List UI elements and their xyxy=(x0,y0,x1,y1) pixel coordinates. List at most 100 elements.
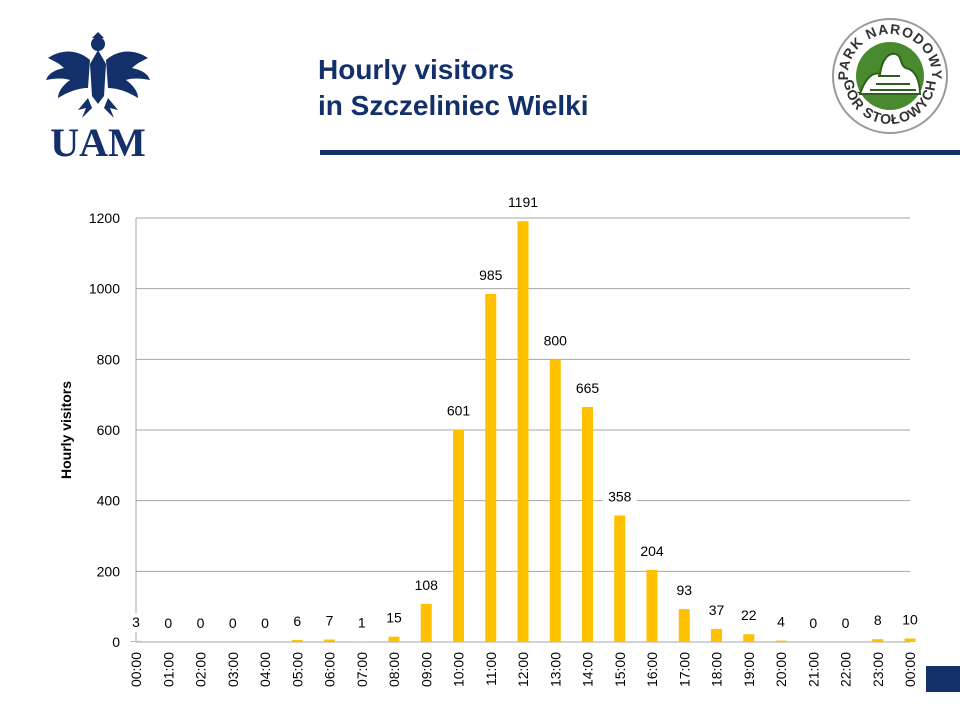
title-line-2: in Szczeliniec Wielki xyxy=(318,90,589,121)
bar xyxy=(420,603,432,642)
x-tick-label: 15:00 xyxy=(612,652,628,687)
y-tick-label: 400 xyxy=(97,493,121,509)
data-label-bg xyxy=(320,611,339,631)
bar xyxy=(485,293,497,642)
data-label-bg xyxy=(381,608,407,628)
bar xyxy=(130,640,142,642)
x-tick-label: 02:00 xyxy=(193,652,209,687)
bar xyxy=(872,639,884,642)
bar xyxy=(775,640,787,642)
x-tick-label: 21:00 xyxy=(805,652,821,687)
data-label: 0 xyxy=(809,615,817,631)
data-label: 4 xyxy=(777,614,785,630)
data-label-bg xyxy=(538,331,573,351)
uam-logo: UAM xyxy=(46,32,150,160)
title-line-1: Hourly visitors xyxy=(318,54,515,85)
data-label: 108 xyxy=(415,577,439,593)
data-label: 601 xyxy=(447,403,471,419)
x-tick-label: 00:00 xyxy=(128,652,144,687)
data-label: 3 xyxy=(132,614,140,630)
x-tick-label: 04:00 xyxy=(257,652,273,687)
x-tick-label: 17:00 xyxy=(676,652,692,687)
data-label-bg xyxy=(897,610,923,630)
x-tick-label: 11:00 xyxy=(483,652,499,686)
bar xyxy=(324,639,335,642)
data-label-bg xyxy=(735,606,762,626)
data-label-bg xyxy=(127,612,145,632)
data-label: 1 xyxy=(358,615,366,631)
data-label-bg xyxy=(256,614,274,633)
y-tick-label: 600 xyxy=(97,422,121,438)
bar xyxy=(453,429,464,642)
data-label: 0 xyxy=(197,615,205,631)
y-tick-label: 0 xyxy=(112,634,120,650)
data-label-bg xyxy=(288,611,307,631)
data-label: 6 xyxy=(293,613,301,629)
data-label-bg xyxy=(502,193,544,213)
data-label: 93 xyxy=(676,582,692,598)
x-tick-label: 10:00 xyxy=(451,652,467,687)
data-label: 358 xyxy=(608,489,632,505)
data-label-bg xyxy=(159,614,178,633)
data-label: 1191 xyxy=(508,194,538,210)
x-tick-label: 01:00 xyxy=(160,652,176,687)
data-label-bg xyxy=(804,614,823,633)
chart-bars xyxy=(130,221,916,642)
x-tick-label: 19:00 xyxy=(741,652,757,687)
chart-x-ticks: 00:00 01:00 02:00 03:00 04:00 05:00 06:00 07:00… xyxy=(128,652,918,687)
data-label-bg xyxy=(191,614,210,633)
data-label: 0 xyxy=(229,615,237,631)
bar xyxy=(646,569,658,642)
data-label: 15 xyxy=(386,610,402,626)
bar xyxy=(711,628,722,642)
x-tick-label: 09:00 xyxy=(418,652,434,687)
data-label-bg xyxy=(473,265,508,285)
page-title: Hourly visitors in Szczeliniec Wielki xyxy=(318,52,589,124)
data-label-bg xyxy=(635,541,669,561)
title-underline xyxy=(320,150,960,155)
data-label-bg xyxy=(836,614,855,633)
bar xyxy=(678,609,690,642)
data-label-bg xyxy=(352,613,371,633)
x-tick-label: 12:00 xyxy=(515,652,531,687)
data-label: 0 xyxy=(164,615,172,631)
y-tick-label: 1000 xyxy=(89,281,120,297)
data-label: 800 xyxy=(544,332,568,348)
x-tick-label: 08:00 xyxy=(386,652,402,687)
data-label-bg xyxy=(602,487,637,507)
bar xyxy=(743,634,755,642)
x-tick-label: 07:00 xyxy=(354,652,370,687)
data-label: 204 xyxy=(640,543,664,559)
bar xyxy=(904,638,916,642)
data-label: 985 xyxy=(479,267,503,283)
x-tick-label: 20:00 xyxy=(773,652,789,687)
y-tick-label: 200 xyxy=(97,563,121,579)
data-label: 665 xyxy=(576,380,600,396)
data-label-bg xyxy=(441,401,476,421)
y-tick-label: 1200 xyxy=(89,210,120,226)
bar xyxy=(549,359,561,642)
chart-y-ticks: 0 200 400 600 800 1000 1200 xyxy=(89,210,120,650)
x-tick-label: 14:00 xyxy=(580,652,596,687)
x-tick-label: 16:00 xyxy=(644,652,660,687)
x-tick-label: 05:00 xyxy=(289,652,305,687)
x-tick-label: 23:00 xyxy=(870,652,886,687)
x-tick-label: 00:00 xyxy=(902,652,918,687)
data-label-bg xyxy=(223,614,242,633)
y-tick-label: 800 xyxy=(97,351,121,367)
x-tick-label: 03:00 xyxy=(225,652,241,687)
bar xyxy=(291,639,303,642)
data-label-bg xyxy=(409,575,444,595)
bar xyxy=(614,515,626,642)
rock-formation-icon xyxy=(858,52,922,95)
data-label: 7 xyxy=(326,613,334,629)
eagle-crest-icon xyxy=(46,32,150,118)
y-axis-label: Hourly visitors xyxy=(58,381,74,479)
x-tick-label: 06:00 xyxy=(322,652,338,687)
bar xyxy=(582,407,593,642)
data-label-bg xyxy=(772,612,790,632)
corner-accent xyxy=(926,666,960,692)
data-label-bg xyxy=(671,581,698,601)
